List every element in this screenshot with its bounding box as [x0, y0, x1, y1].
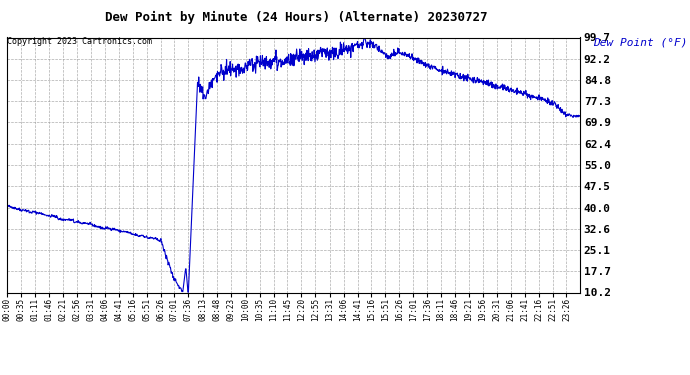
- Text: Dew Point (°F): Dew Point (°F): [593, 38, 688, 48]
- Text: Copyright 2023 Cartronics.com: Copyright 2023 Cartronics.com: [7, 38, 152, 46]
- Text: Dew Point by Minute (24 Hours) (Alternate) 20230727: Dew Point by Minute (24 Hours) (Alternat…: [106, 11, 488, 24]
